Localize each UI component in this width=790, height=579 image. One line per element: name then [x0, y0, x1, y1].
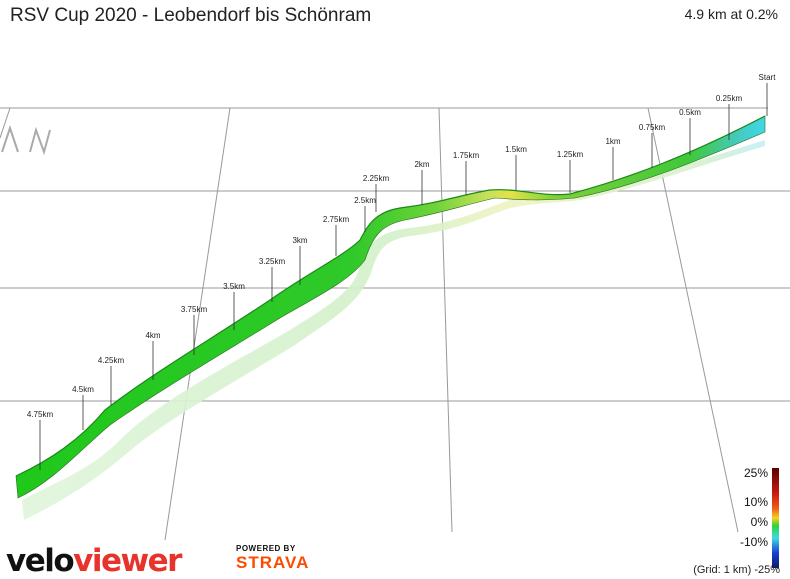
- legend-label-10: 10%: [744, 495, 768, 509]
- grid-lines: [0, 107, 790, 541]
- route-summary: 4.9 km at 0.2%: [684, 6, 778, 22]
- marker-label: 0.25km: [716, 94, 743, 103]
- legend-label-neg10: -10%: [740, 535, 768, 549]
- veloviewer-logo[interactable]: velo viewer: [6, 543, 182, 579]
- strava-label: STRAVA: [236, 553, 310, 572]
- marker-label: 2km: [414, 160, 429, 169]
- marker-label: 4.75km: [27, 410, 54, 419]
- marker-label: 4.25km: [98, 356, 125, 365]
- legend-label-0: 0%: [751, 515, 769, 529]
- page-title: RSV Cup 2020 - Leobendorf bis Schönram: [10, 5, 372, 26]
- marker-label: 4km: [145, 331, 160, 340]
- marker-label: 2.25km: [363, 174, 390, 183]
- marker-label: Start: [759, 73, 777, 82]
- marker-label: 1.25km: [557, 150, 584, 159]
- marker-label: 2.5km: [354, 196, 376, 205]
- gradient-legend: 25% 10% 0% -10%: [740, 466, 779, 568]
- marker-label: 0.5km: [679, 108, 701, 117]
- powered-by-label: POWERED BY: [236, 544, 296, 553]
- distance-markers: Start 0.25km 0.5km 0.75km 1km 1.25km 1.5km 1.75…: [27, 73, 776, 470]
- marker-label: 3.75km: [181, 305, 208, 314]
- marker-label: 2.75km: [323, 215, 350, 224]
- marker-label: 1km: [605, 137, 620, 146]
- north-arrow-icon: [1, 124, 51, 156]
- logo-viewer: viewer: [73, 543, 182, 579]
- marker-label: 3km: [292, 236, 307, 245]
- grid-note: (Grid: 1 km) -25%: [693, 564, 780, 576]
- marker-label: 1.75km: [453, 151, 480, 160]
- legend-label-25: 25%: [744, 466, 768, 480]
- marker-label: 4.5km: [72, 385, 94, 394]
- strava-badge[interactable]: POWERED BY STRAVA: [236, 544, 309, 573]
- legend-color-bar: [772, 468, 779, 568]
- marker-label: 3.5km: [223, 282, 245, 291]
- logo-velo: velo: [6, 543, 75, 579]
- ribbon-edge: [15, 115, 766, 477]
- marker-label: 3.25km: [259, 257, 286, 266]
- marker-label: 0.75km: [639, 123, 666, 132]
- ribbon-shadow: [22, 140, 765, 520]
- marker-label: 1.5km: [505, 145, 527, 154]
